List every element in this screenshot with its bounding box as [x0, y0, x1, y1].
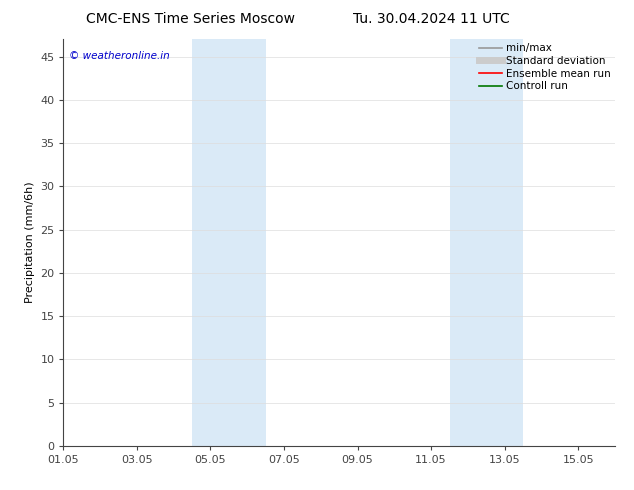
Bar — [192, 39, 266, 446]
Legend: min/max, Standard deviation, Ensemble mean run, Controll run: min/max, Standard deviation, Ensemble me… — [477, 41, 613, 93]
Text: © weatheronline.in: © weatheronline.in — [69, 51, 170, 61]
Text: CMC-ENS Time Series Moscow: CMC-ENS Time Series Moscow — [86, 12, 295, 26]
Text: Tu. 30.04.2024 11 UTC: Tu. 30.04.2024 11 UTC — [353, 12, 510, 26]
Y-axis label: Precipitation (mm/6h): Precipitation (mm/6h) — [25, 182, 35, 303]
Bar — [450, 39, 523, 446]
